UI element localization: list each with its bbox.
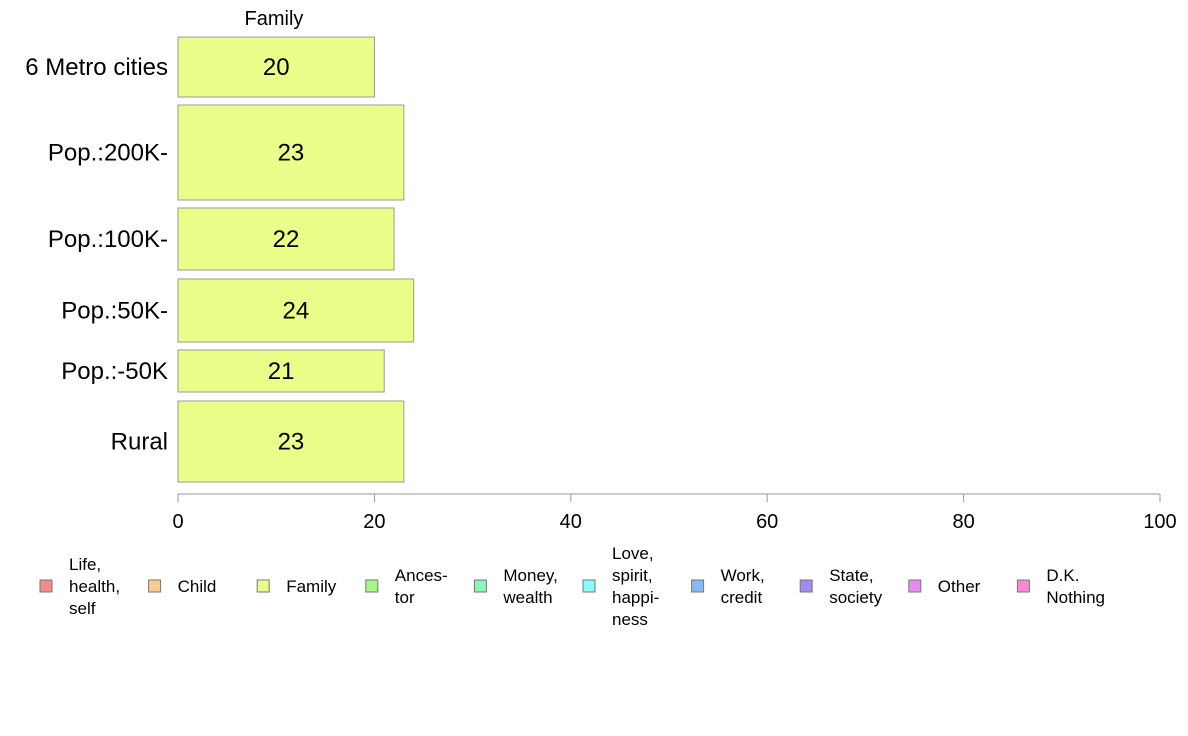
legend-label-line: spirit, [612,566,653,585]
legend-label-line: D.K. [1046,566,1079,585]
legend-item: Child [148,577,217,596]
legend-label: Other [938,577,981,596]
x-tick-label: 20 [363,511,385,533]
bar [177,278,415,343]
category-label: Pop.:-50K [61,358,168,385]
legend-swatch [39,579,53,593]
legend-swatch [691,579,705,593]
bar [177,36,375,98]
category-label: Pop.:100K- [48,226,168,253]
x-tick-label: 80 [952,511,974,533]
legend-label-line: tor [395,588,415,607]
category-label: Rural [111,429,168,456]
legend-item: State, society [799,566,883,607]
x-tick-label: 0 [172,511,183,533]
legend-item: Work, credit [691,566,765,607]
legend-label-line: State, [829,566,873,585]
legend-swatch [799,579,813,593]
legend-label: Child [178,577,217,596]
bar [177,207,395,271]
legend-label-line: happi- [612,588,659,607]
x-tick-label: 60 [756,511,778,533]
legend-label: Love, spirit, happi-ness [612,544,659,629]
bar-value-label: 20 [263,54,290,81]
legend-label-line: ness [612,610,648,629]
x-tick-label: 40 [560,511,582,533]
legend-label-line: Family [286,577,337,596]
bar [177,349,385,393]
legend-label-line: Life, [69,555,101,574]
legend-item: Money, wealth [473,566,558,607]
bar-value-label: 22 [273,226,300,253]
legend-item: Ances-tor [365,566,448,607]
bar-value-label: 24 [282,298,309,325]
bar-value-label: 21 [268,358,295,385]
legend-label-line: Ances- [395,566,448,585]
legend-label-line: wealth [502,588,552,607]
legend-label-line: self [69,599,96,618]
legend-label-line: Money, [503,566,558,585]
legend-label-line: Love, [612,544,654,563]
legend-swatch [582,579,596,593]
bar-value-label: 23 [278,429,305,456]
legend-label-line: society [829,588,882,607]
panel-title: Family [245,8,304,30]
legend-label-line: health, [69,577,120,596]
category-label: Pop.:50K- [61,298,168,325]
legend-item: Family [256,577,337,596]
x-axis: 0 20 40 60 80 100 [172,493,1177,533]
bar [177,104,405,201]
legend-swatch [365,579,379,593]
legend-label-line: Work, [721,566,765,585]
category-label: Pop.:200K- [48,140,168,167]
legend-swatch [473,579,487,593]
legend-label: State, society [829,566,882,607]
legend-label: Ances-tor [395,566,448,607]
legend-label: D.K. Nothing [1046,566,1105,607]
legend-label: Family [286,577,337,596]
legend-label-line: credit [721,588,763,607]
legend-label-line: Other [938,577,981,596]
x-tick-label: 100 [1143,511,1176,533]
legend-label-line: Child [178,577,217,596]
legend-swatch [1016,579,1030,593]
legend-swatch [908,579,922,593]
legend-item: Love, spirit, happi-ness [582,544,659,629]
bar [177,400,405,483]
legend-item: D.K. Nothing [1016,566,1105,607]
category-label: 6 Metro cities [25,54,168,81]
legend-item: Life, health, self [39,555,120,618]
legend-swatch [148,579,162,593]
legend-label: Money, wealth [502,566,558,607]
legend-label: Work, credit [721,566,765,607]
legend-label: Life, health, self [69,555,120,618]
legend-label-line: Nothing [1046,588,1105,607]
legend-item: Other [908,577,981,596]
legend: Life, health, self Child Family Ances-tor Mone… [39,544,1105,629]
bars-group: 20 6 Metro cities 23 Pop.:200K- 22 Pop.:100K-… [25,36,415,483]
bar-value-label: 23 [278,140,305,167]
legend-swatch [256,579,270,593]
